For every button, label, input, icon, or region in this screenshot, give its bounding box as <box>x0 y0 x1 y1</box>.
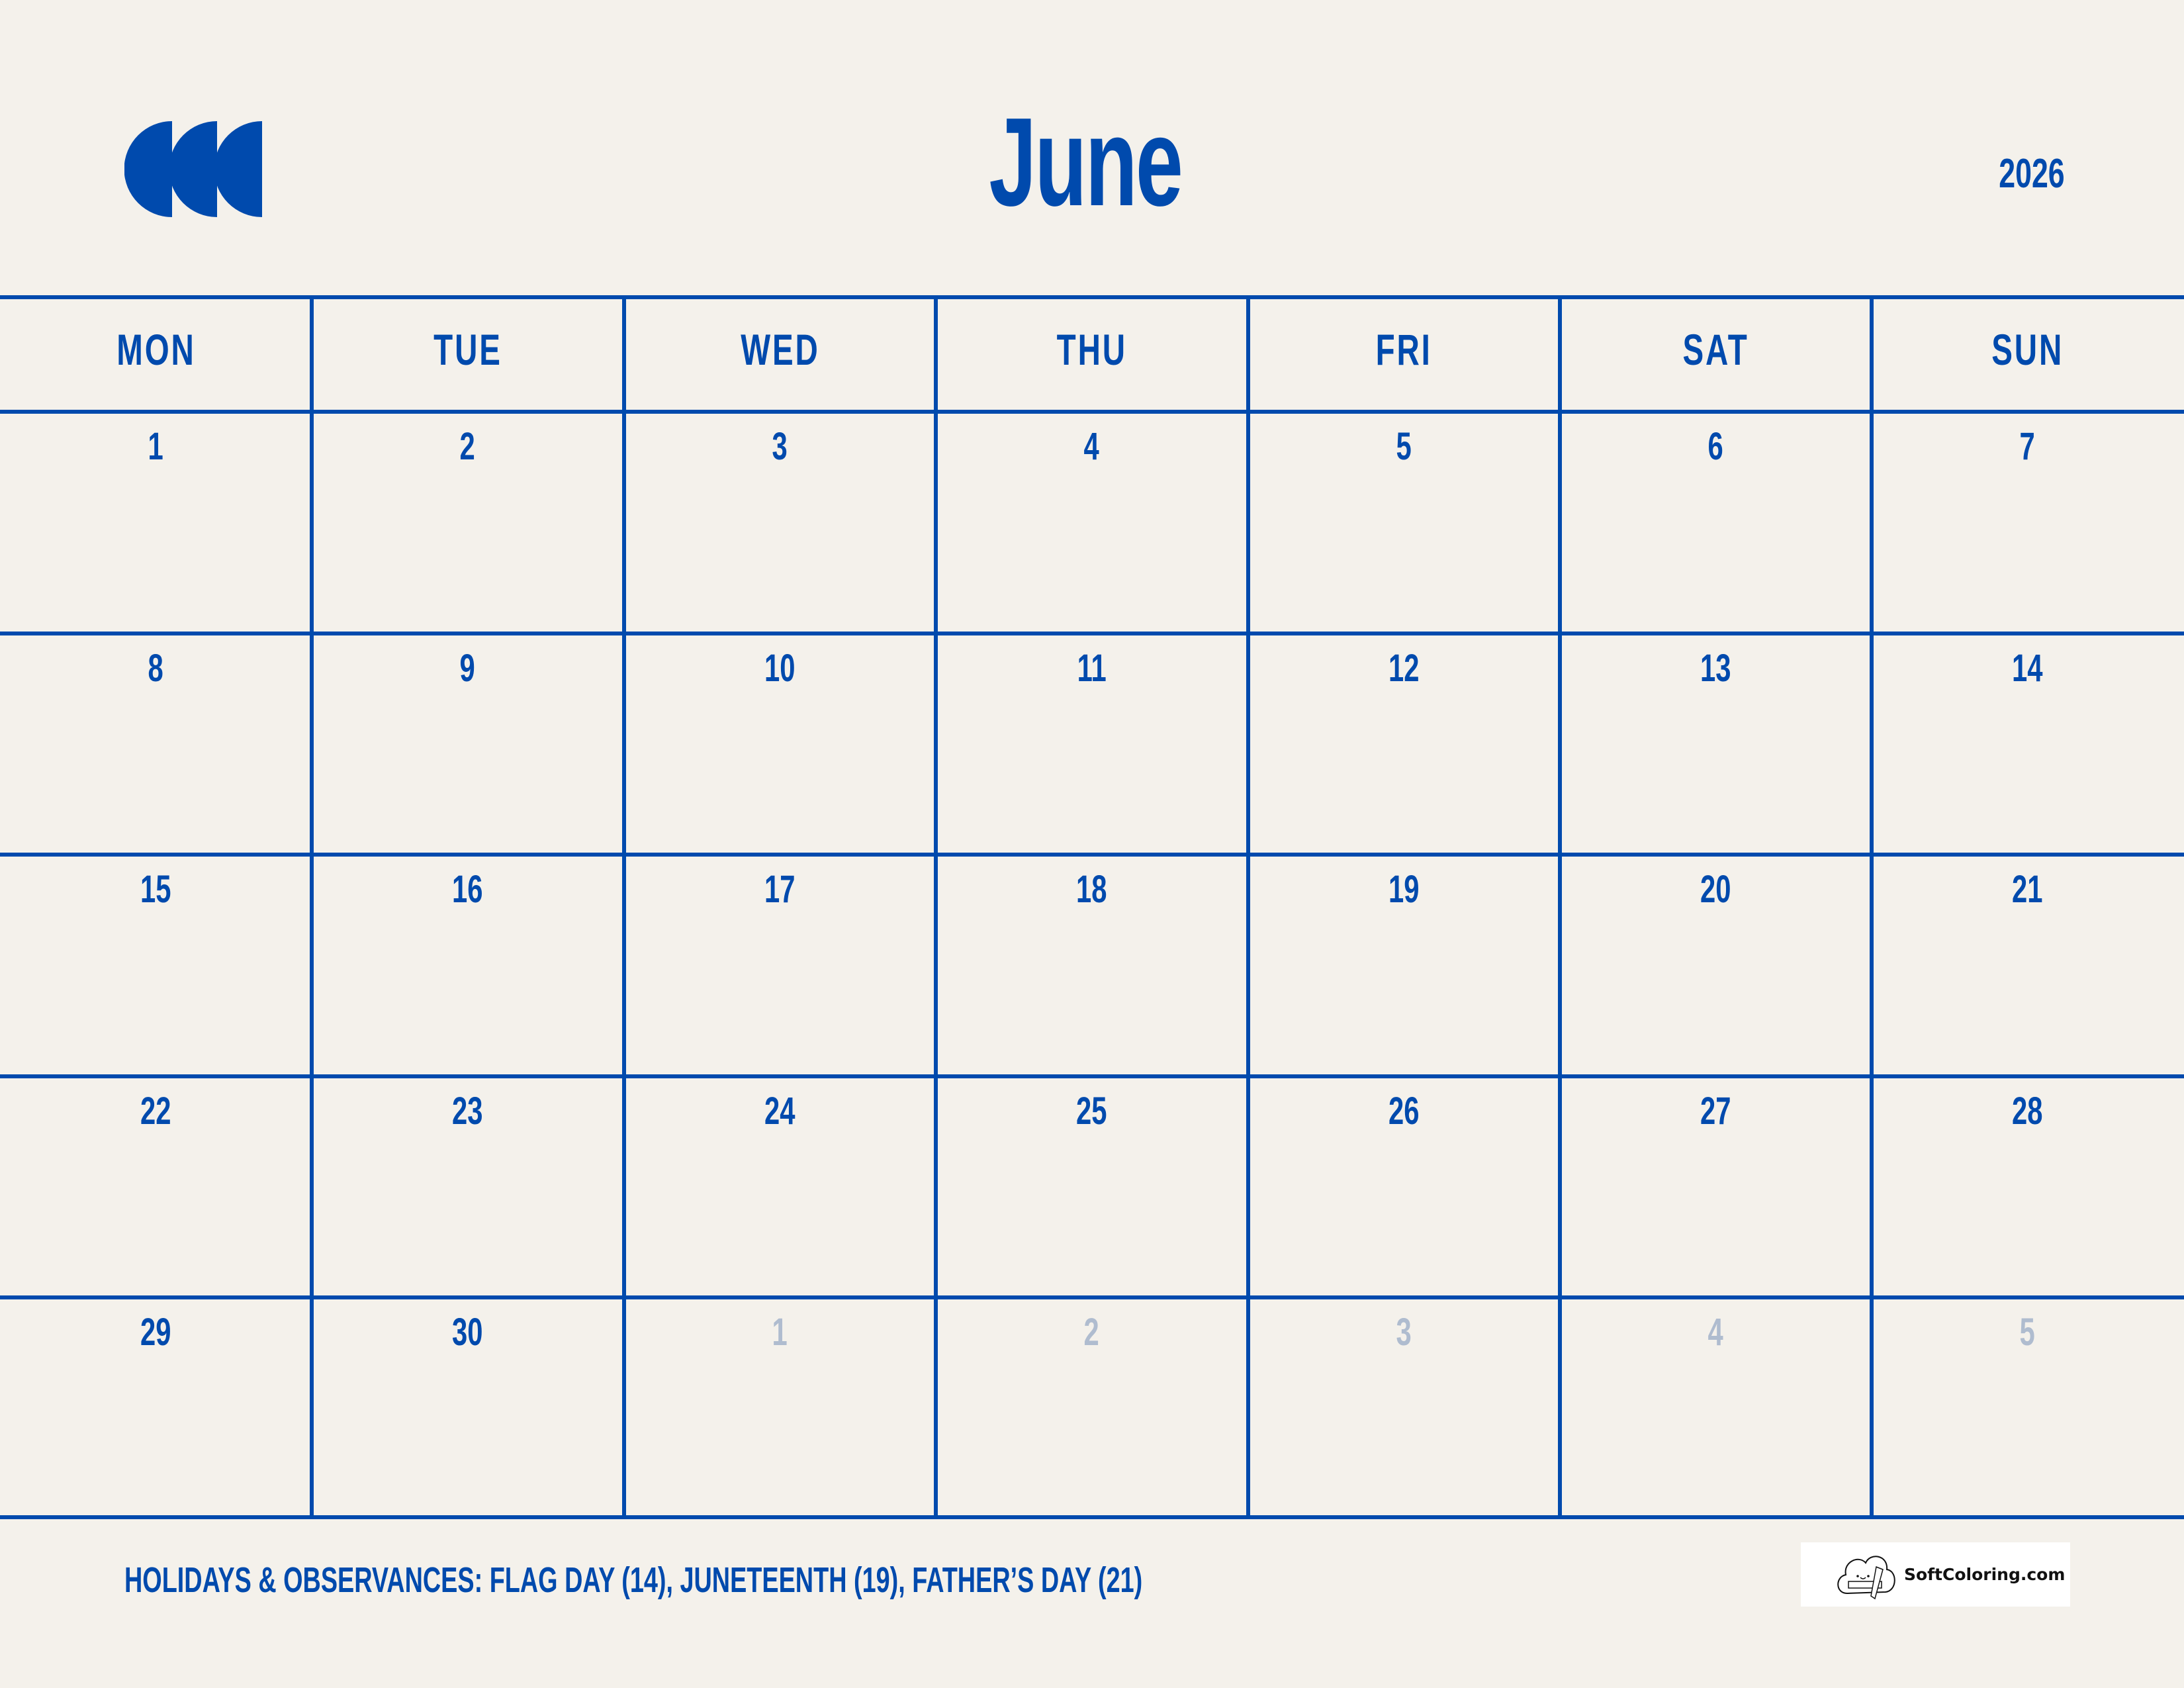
day-cell[interactable]: 18 <box>936 857 1248 1078</box>
day-number: 21 <box>2012 868 2043 911</box>
day-cell[interactable]: 12 <box>1248 635 1560 857</box>
day-cell[interactable]: 28 <box>1872 1078 2183 1299</box>
day-cell[interactable]: 2 <box>936 1299 1248 1521</box>
day-number: 18 <box>1076 868 1107 911</box>
day-cell[interactable]: 9 <box>312 635 623 857</box>
day-cell[interactable]: 11 <box>936 635 1248 857</box>
weekday-header: SUN <box>1991 325 2064 374</box>
day-number: 13 <box>1700 647 1731 690</box>
day-number: 25 <box>1076 1090 1107 1133</box>
day-number: 9 <box>459 647 476 690</box>
day-cell[interactable]: 15 <box>0 857 312 1078</box>
grid-line <box>0 632 2184 635</box>
grid-line <box>0 410 2184 414</box>
day-number: 20 <box>1700 868 1731 911</box>
day-cell[interactable]: 23 <box>312 1078 623 1299</box>
day-number: 5 <box>2019 1311 2036 1354</box>
grid-line <box>0 1295 2184 1299</box>
day-cell[interactable]: 21 <box>1872 857 2183 1078</box>
day-cell[interactable]: 29 <box>0 1299 312 1521</box>
day-cell[interactable]: 2 <box>312 414 623 635</box>
grid-line <box>0 295 2184 299</box>
day-cell[interactable]: 5 <box>1248 414 1560 635</box>
day-cell[interactable]: 4 <box>1560 1299 1872 1521</box>
day-cell[interactable]: 25 <box>936 1078 1248 1299</box>
day-cell[interactable]: 13 <box>1560 635 1872 857</box>
day-number: 2 <box>1083 1311 1100 1354</box>
day-cell[interactable]: 5 <box>1872 1299 2183 1521</box>
grid-line <box>0 1515 2184 1519</box>
half-circles-logo-icon <box>124 121 262 217</box>
calendar-grid: MON TUE WED THU FRI SAT SUN 1 2 3 4 5 6 7 8 9 10 11 12 13 14… <box>0 295 2184 1519</box>
day-number: 27 <box>1700 1090 1731 1133</box>
day-cell[interactable]: 24 <box>624 1078 936 1299</box>
day-number: 6 <box>1707 425 1724 468</box>
day-number: 14 <box>2012 647 2043 690</box>
day-number: 10 <box>764 647 796 690</box>
day-number: 8 <box>148 647 164 690</box>
day-cell[interactable]: 3 <box>624 414 936 635</box>
weekday-header: SAT <box>1682 325 1749 374</box>
day-cell[interactable]: 30 <box>312 1299 623 1521</box>
day-number: 15 <box>140 868 171 911</box>
grid-line <box>934 295 938 1519</box>
holidays-note: HOLIDAYS & OBSERVANCES: FLAG DAY (14), J… <box>124 1560 1143 1600</box>
day-number: 3 <box>1396 1311 1412 1354</box>
day-number: 23 <box>452 1090 483 1133</box>
weekday-header: MON <box>116 325 196 374</box>
day-cell[interactable]: 6 <box>1560 414 1872 635</box>
day-cell[interactable]: 1 <box>0 414 312 635</box>
day-number: 28 <box>2012 1090 2043 1133</box>
grid-line <box>1558 295 1562 1519</box>
day-number: 11 <box>1077 647 1107 690</box>
day-number: 5 <box>1396 425 1412 468</box>
grid-line <box>1246 295 1250 1519</box>
day-number: 3 <box>772 425 788 468</box>
weekday-header: WED <box>740 325 820 374</box>
day-number: 24 <box>764 1090 796 1133</box>
day-cell[interactable]: 1 <box>624 1299 936 1521</box>
weekday-header: FRI <box>1375 325 1433 374</box>
brand-logo: SoftColoring.com <box>1801 1542 2070 1607</box>
day-number: 2 <box>459 425 476 468</box>
day-number: 12 <box>1388 647 1420 690</box>
day-cell[interactable]: 10 <box>624 635 936 857</box>
day-number: 4 <box>1083 425 1100 468</box>
day-number: 19 <box>1388 868 1420 911</box>
day-cell[interactable]: 26 <box>1248 1078 1560 1299</box>
day-cell[interactable]: 14 <box>1872 635 2183 857</box>
day-number: 22 <box>140 1090 171 1133</box>
day-number: 1 <box>148 425 164 468</box>
day-cell[interactable]: 20 <box>1560 857 1872 1078</box>
grid-line <box>622 295 626 1519</box>
grid-line <box>310 295 314 1519</box>
weekday-header: THU <box>1056 325 1127 374</box>
day-cell[interactable]: 17 <box>624 857 936 1078</box>
day-number: 30 <box>452 1311 483 1354</box>
weekday-header: TUE <box>433 325 502 374</box>
day-number: 1 <box>772 1311 788 1354</box>
day-number: 4 <box>1707 1311 1724 1354</box>
year-label: 2026 <box>1999 151 2065 197</box>
cloud-pencil-icon <box>1837 1555 1895 1599</box>
brand-name: SoftColoring.com <box>1904 1565 2066 1584</box>
day-number: 26 <box>1388 1090 1420 1133</box>
day-cell[interactable]: 8 <box>0 635 312 857</box>
day-number: 17 <box>764 868 796 911</box>
day-cell[interactable]: 19 <box>1248 857 1560 1078</box>
day-cell[interactable]: 7 <box>1872 414 2183 635</box>
grid-line <box>1870 295 1874 1519</box>
day-cell[interactable]: 4 <box>936 414 1248 635</box>
day-number: 16 <box>452 868 483 911</box>
day-cell[interactable]: 22 <box>0 1078 312 1299</box>
grid-line <box>0 1074 2184 1078</box>
day-number: 7 <box>2019 425 2036 468</box>
day-cell[interactable]: 27 <box>1560 1078 1872 1299</box>
day-cell[interactable]: 16 <box>312 857 623 1078</box>
day-number: 29 <box>140 1311 171 1354</box>
month-title: June <box>989 92 1183 232</box>
grid-line <box>0 853 2184 857</box>
day-cell[interactable]: 3 <box>1248 1299 1560 1521</box>
